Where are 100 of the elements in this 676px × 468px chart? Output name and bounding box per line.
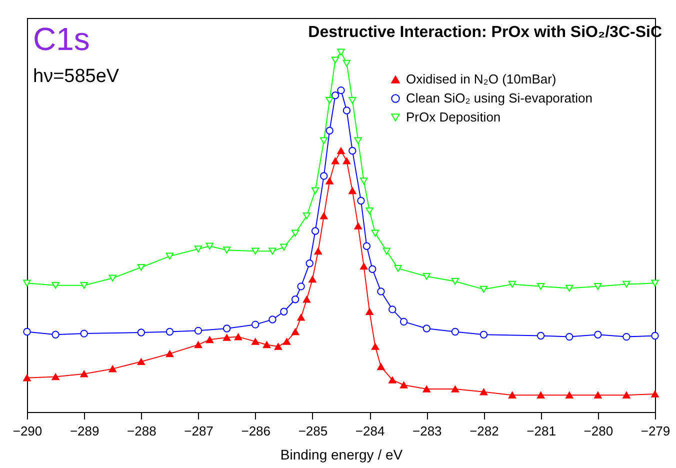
point — [314, 248, 322, 255]
point — [23, 374, 31, 382]
point — [566, 284, 574, 292]
point — [368, 265, 376, 273]
point — [326, 96, 334, 104]
point — [382, 248, 391, 255]
point — [331, 157, 340, 164]
point — [280, 244, 288, 251]
point — [326, 178, 334, 184]
annotation: C1s — [33, 21, 90, 57]
x-tick-label: −288 — [127, 424, 156, 438]
point — [302, 212, 311, 220]
point — [622, 332, 630, 341]
point — [360, 262, 368, 270]
point — [291, 296, 300, 304]
x-tick-label: −287 — [184, 424, 214, 438]
point — [137, 264, 146, 271]
point — [222, 324, 231, 332]
point — [400, 318, 408, 326]
point — [52, 373, 60, 380]
point — [342, 157, 351, 164]
x-tick-label: −281 — [526, 424, 556, 438]
point — [371, 343, 380, 350]
point — [308, 276, 316, 283]
point — [371, 230, 380, 237]
point — [566, 392, 574, 398]
point — [291, 328, 300, 336]
point — [508, 280, 516, 288]
point — [342, 106, 351, 114]
point — [360, 178, 368, 184]
point — [451, 386, 460, 392]
point — [23, 280, 31, 287]
point — [536, 332, 545, 340]
point — [377, 363, 385, 370]
point — [536, 392, 545, 398]
legend-label: Clean SiO₂ using Si-evaporation — [406, 90, 592, 106]
point — [566, 332, 574, 341]
x-axis-title: Binding energy / eV — [280, 446, 404, 462]
point — [302, 296, 311, 303]
point — [137, 358, 146, 366]
point — [400, 382, 408, 388]
point — [480, 330, 488, 338]
point — [388, 306, 396, 314]
point — [622, 280, 630, 288]
point — [451, 328, 460, 336]
point — [306, 260, 314, 268]
point — [297, 282, 305, 290]
point — [622, 392, 630, 398]
point — [80, 282, 88, 289]
x-tick-label: −290 — [12, 424, 42, 438]
point — [282, 338, 291, 345]
point — [194, 246, 202, 252]
point — [252, 248, 260, 255]
point — [337, 147, 345, 154]
point — [166, 328, 174, 336]
point — [311, 227, 320, 235]
point — [354, 137, 362, 144]
point — [362, 242, 371, 250]
point — [194, 326, 202, 335]
point — [594, 283, 602, 290]
x-tick-label: −284 — [355, 424, 385, 438]
point — [651, 332, 659, 340]
point — [206, 242, 214, 250]
point — [137, 328, 146, 336]
x-tick-label: −282 — [470, 424, 499, 438]
x-tick-label: −283 — [412, 424, 442, 438]
point — [166, 350, 174, 358]
point — [23, 328, 31, 336]
point — [337, 48, 345, 56]
point — [80, 370, 88, 378]
point — [222, 246, 231, 254]
point — [280, 308, 288, 316]
point — [594, 330, 602, 338]
point — [268, 248, 276, 255]
point — [222, 334, 231, 341]
point — [366, 308, 374, 316]
point — [594, 392, 602, 398]
point — [422, 386, 430, 392]
point — [52, 282, 60, 289]
point — [348, 96, 356, 104]
x-tick-label: −289 — [70, 424, 100, 438]
x-tick-label: −279 — [640, 424, 670, 438]
point — [651, 390, 659, 398]
x-tick-label: −286 — [241, 424, 271, 438]
point — [274, 343, 282, 350]
point — [80, 330, 88, 338]
legend-label: Oxidised in N₂O (10mBar) — [406, 72, 556, 86]
point — [508, 392, 516, 398]
point — [206, 336, 214, 344]
point — [320, 137, 328, 144]
point — [354, 222, 362, 230]
point — [108, 274, 116, 282]
point — [262, 341, 271, 348]
point — [357, 196, 365, 205]
point — [422, 324, 430, 332]
point — [194, 341, 202, 348]
point — [252, 320, 260, 328]
point — [326, 126, 334, 134]
point — [331, 56, 340, 64]
point — [348, 187, 356, 194]
